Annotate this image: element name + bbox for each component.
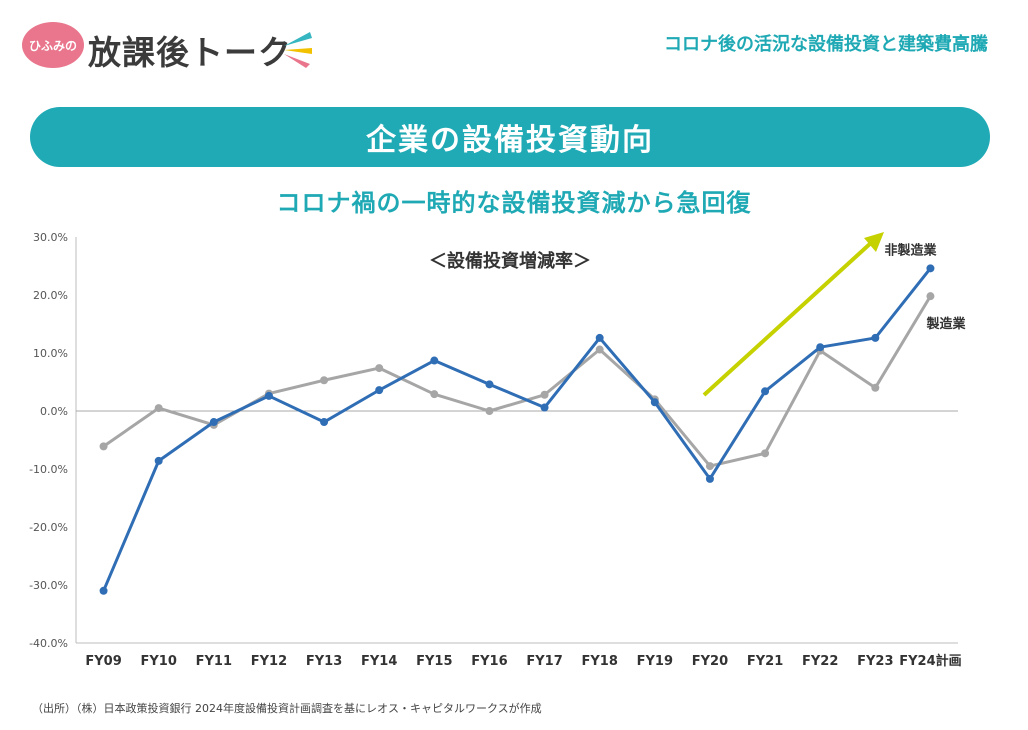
data-point bbox=[485, 407, 494, 415]
data-point bbox=[430, 356, 439, 365]
x-tick-label: FY15 bbox=[416, 654, 452, 669]
y-tick-label: 10.0% bbox=[33, 347, 68, 360]
chart-subtitle: コロナ禍の一時的な設備投資減から急回復 bbox=[276, 189, 752, 217]
data-point bbox=[871, 383, 880, 392]
x-tick-label: FY16 bbox=[471, 654, 507, 669]
x-tick-label: FY18 bbox=[581, 654, 617, 669]
data-point bbox=[595, 333, 604, 342]
data-point bbox=[430, 390, 439, 399]
data-point bbox=[650, 398, 659, 407]
logo-badge: ひふみの bbox=[22, 22, 84, 68]
data-point bbox=[705, 462, 714, 471]
data-point bbox=[761, 449, 770, 458]
data-point bbox=[540, 403, 549, 412]
y-tick-label: -40.0% bbox=[29, 637, 68, 650]
data-point bbox=[926, 264, 935, 273]
line-chart: 30.0% 20.0% 10.0% 0.0% -10.0% -20.0% -30.0% -40… bbox=[29, 231, 966, 669]
x-tick-label: FY12 bbox=[251, 654, 287, 669]
series-line-non-manufacturing bbox=[102, 267, 932, 592]
data-point bbox=[761, 387, 770, 396]
data-point bbox=[99, 442, 108, 451]
data-point bbox=[375, 386, 384, 395]
x-tick-label: FY21 bbox=[747, 654, 783, 669]
data-point bbox=[99, 586, 108, 595]
y-tick-label: 0.0% bbox=[40, 405, 68, 418]
chart-title: ＜設備投資増減率＞ bbox=[429, 251, 591, 272]
x-tick-label: FY17 bbox=[526, 654, 562, 669]
x-tick-label: FY20 bbox=[692, 654, 728, 669]
data-point bbox=[595, 345, 604, 354]
y-tick-label: -30.0% bbox=[29, 579, 68, 592]
data-point bbox=[705, 474, 714, 483]
data-point bbox=[871, 333, 880, 342]
data-point bbox=[926, 292, 935, 301]
x-tick-label: FY13 bbox=[306, 654, 342, 669]
data-point bbox=[154, 404, 163, 413]
data-point bbox=[209, 418, 218, 427]
data-point bbox=[540, 390, 549, 399]
logo: ひふみの 放課後トーク bbox=[22, 20, 322, 72]
series-label-non-manufacturing: 非製造業 bbox=[884, 242, 937, 258]
series-label-manufacturing: 製造業 bbox=[925, 316, 966, 332]
section-banner: 企業の設備投資動向 bbox=[30, 107, 990, 167]
x-tick-label: FY19 bbox=[637, 654, 673, 669]
series-line-manufacturing bbox=[102, 295, 932, 468]
source-note: （出所）（株）日本政策投資銀行 2024年度設備投資計画調査を基にレオス・キャピ… bbox=[32, 702, 542, 715]
x-tick-label: FY10 bbox=[140, 654, 176, 669]
x-tick-label: FY22 bbox=[802, 654, 838, 669]
data-point bbox=[375, 364, 384, 373]
x-tick-label: FY11 bbox=[196, 654, 232, 669]
trend-arrow-head-icon bbox=[864, 232, 884, 252]
data-point bbox=[154, 456, 163, 465]
data-point bbox=[320, 376, 329, 385]
x-tick-label: FY24計画 bbox=[899, 653, 961, 669]
logo-rays-icon bbox=[284, 32, 312, 68]
data-point bbox=[264, 391, 273, 400]
data-point bbox=[320, 418, 329, 427]
y-tick-label: -10.0% bbox=[29, 463, 68, 476]
data-point bbox=[816, 343, 825, 352]
page-topic: コロナ後の活況な設備投資と建築費高騰 bbox=[664, 34, 988, 55]
x-tick-label: FY23 bbox=[857, 654, 893, 669]
banner-title: 企業の設備投資動向 bbox=[366, 123, 654, 158]
logo-text: 放課後トーク bbox=[88, 33, 292, 72]
trend-arrow-line bbox=[702, 240, 874, 397]
x-tick-label: FY09 bbox=[85, 654, 121, 669]
x-tick-label: FY14 bbox=[361, 654, 397, 669]
y-tick-label: -20.0% bbox=[29, 521, 68, 534]
y-tick-label: 30.0% bbox=[33, 231, 68, 244]
y-tick-label: 20.0% bbox=[33, 289, 68, 302]
data-point bbox=[485, 380, 494, 389]
